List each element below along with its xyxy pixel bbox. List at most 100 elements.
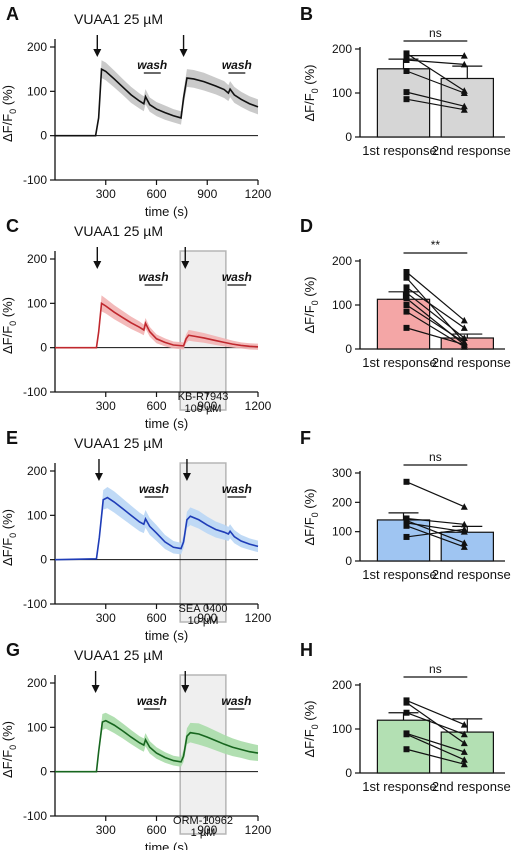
wash-label: wash	[222, 482, 252, 496]
y-tick-label: 0	[345, 554, 352, 568]
x-tick-label: 300	[96, 187, 116, 201]
category-label: 2nd response	[432, 779, 511, 794]
first-response-point	[403, 284, 410, 291]
y-tick-label: 0	[40, 553, 47, 567]
y-tick-label: 100	[27, 720, 47, 734]
y-tick-label: -100	[23, 173, 47, 187]
y-axis-label: ΔF/F0 (%)	[0, 85, 18, 142]
bar	[440, 731, 495, 774]
first-response-point	[403, 57, 410, 63]
panel-label: B	[300, 4, 313, 24]
x-tick-label: 900	[197, 823, 217, 837]
y-label-main: ΔF/F	[302, 517, 317, 545]
mean-trace	[55, 67, 259, 137]
significance-label: ns	[429, 662, 442, 676]
stimulus-arrowhead	[91, 685, 100, 693]
x-axis-label: time (s)	[145, 204, 188, 219]
y-label-main: ΔF/F	[302, 305, 317, 333]
pair-line	[406, 481, 465, 508]
first-response-point	[403, 295, 410, 302]
y-axis-label: ΔF/F0 (%)	[302, 276, 320, 333]
first-response-point	[403, 324, 410, 331]
inhibitor-concentration: 10 µM	[188, 615, 219, 627]
wash-label: wash	[137, 694, 167, 708]
inhibitor-concentration: 1 µM	[191, 827, 216, 839]
y-tick-label: 100	[332, 298, 352, 312]
category-label: 2nd response	[432, 143, 511, 158]
y-axis-label: ΔF/F0 (%)	[0, 297, 18, 354]
y-label-unit: (%)	[302, 700, 317, 724]
y-axis-label: ΔF/F0 (%)	[302, 488, 320, 545]
first-response-point	[403, 274, 410, 281]
y-label-unit: (%)	[302, 276, 317, 300]
x-tick-label: 900	[197, 187, 217, 201]
second-response-point	[460, 334, 468, 341]
second-response-point	[460, 89, 468, 96]
y-tick-label: 0	[345, 342, 352, 356]
inhibitor-box	[179, 674, 227, 835]
second-response-point	[460, 503, 468, 510]
pair-line	[406, 292, 465, 339]
first-response-point	[403, 302, 410, 308]
wash-label: wash	[222, 58, 252, 72]
y-tick-label: 0	[345, 130, 352, 144]
y-label-sub: 0	[8, 533, 18, 538]
mean-trace	[55, 719, 259, 773]
y-tick-label: 100	[332, 86, 352, 100]
trace-title: VUAA1 25 µM	[74, 223, 163, 239]
second-response-point	[460, 52, 468, 59]
y-tick-label: 0	[40, 129, 47, 143]
second-response-point	[460, 106, 468, 113]
x-tick-label: 300	[96, 611, 116, 625]
first-response-point	[403, 522, 410, 529]
x-tick-label: 600	[146, 611, 166, 625]
x-axis-label: time (s)	[145, 840, 188, 850]
sem-band	[55, 60, 258, 136]
y-tick-label: 200	[332, 678, 352, 692]
x-tick-label: 300	[96, 399, 116, 413]
inhibitor-name: SEA 0400	[179, 603, 228, 615]
x-axis-label: time (s)	[145, 416, 188, 431]
second-response-point	[460, 60, 468, 68]
second-response-point	[460, 341, 468, 348]
y-tick-label: 200	[27, 464, 47, 478]
wash-label: wash	[222, 270, 252, 284]
significance-label: ns	[429, 450, 442, 464]
wash-label: wash	[139, 482, 169, 496]
pair-line	[406, 271, 465, 321]
x-tick-label: 900	[197, 399, 217, 413]
pair-line	[406, 748, 465, 765]
panel-label: D	[300, 216, 313, 236]
y-label-unit: (%)	[0, 85, 15, 109]
second-response-point	[460, 756, 468, 763]
sem-band	[55, 295, 258, 350]
wash-label: wash	[221, 694, 251, 708]
stimulus-arrowhead	[93, 261, 102, 269]
first-response-point	[403, 709, 410, 716]
stimulus-arrowhead	[93, 49, 102, 57]
inhibitor-box	[179, 462, 227, 623]
bar	[376, 68, 431, 138]
y-tick-label: 200	[27, 676, 47, 690]
pair-line	[406, 311, 465, 348]
inhibitor-box	[179, 250, 227, 411]
second-response-point	[460, 525, 468, 533]
x-axis-label: time (s)	[145, 628, 188, 643]
y-label-sub: 0	[310, 512, 320, 517]
trace-panel-a: -100 0 100 200 300 600 900 1200 wash wash A VUAA1 2…	[0, 4, 272, 219]
panel-label: C	[6, 216, 19, 236]
x-tick-label: 1200	[245, 823, 272, 837]
pair-line	[406, 297, 465, 346]
category-label: 1st response	[362, 143, 436, 158]
wash-label: wash	[139, 270, 169, 284]
mean-trace	[55, 301, 259, 349]
first-response-point	[403, 289, 410, 296]
category-label: 2nd response	[432, 567, 511, 582]
x-tick-label: 1200	[245, 187, 272, 201]
